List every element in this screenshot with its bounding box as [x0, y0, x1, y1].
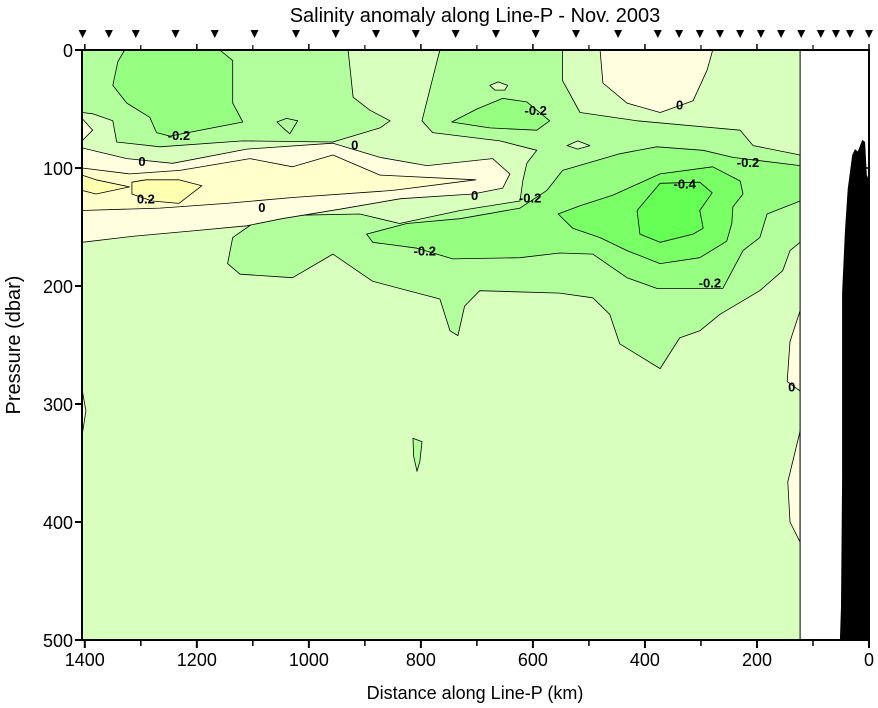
- station-marker-icon: [171, 30, 180, 38]
- x-axis-label: Distance along Line-P (km): [367, 683, 584, 703]
- station-marker-icon: [210, 30, 219, 38]
- contour-label: 0: [676, 97, 683, 112]
- contour-label: 0: [788, 379, 795, 394]
- station-marker-icon: [491, 30, 500, 38]
- bathymetry: [839, 139, 869, 640]
- station-marker-icon: [695, 30, 704, 38]
- station-marker-icon: [451, 30, 460, 38]
- station-marker-icon: [797, 30, 806, 38]
- y-tick-label: 0: [63, 41, 73, 61]
- station-marker-icon: [291, 30, 300, 38]
- contour-region-light-hole-top: [489, 81, 509, 91]
- chart-title: Salinity anomaly along Line-P - Nov. 200…: [290, 5, 661, 27]
- plot-area: -0.2 0 0.2 0 0 0 -0.2 -0.2 -0.2 0 -0.2 -0.4 -0.2 0: [81, 49, 869, 640]
- station-marker-icon: [104, 30, 113, 38]
- y-tick-label: 400: [43, 513, 73, 533]
- station-marker-icon: [653, 30, 662, 38]
- station-marker-icon: [736, 30, 745, 38]
- station-marker-icon: [411, 30, 420, 38]
- contour-label: -0.2: [168, 128, 190, 143]
- station-marker-icon: [716, 30, 725, 38]
- contour-region-light-hole-mid: [566, 140, 591, 150]
- y-tick-label: 200: [43, 277, 73, 297]
- y-axis-label: Pressure (dbar): [3, 276, 25, 415]
- contour-region-topleft-minus02: [112, 49, 244, 137]
- y-tick-label: 500: [43, 631, 73, 651]
- x-tick-label: 1200: [177, 650, 217, 670]
- contour-label: -0.2: [519, 191, 541, 206]
- station-marker-icon: [675, 30, 684, 38]
- contour-region-small-blob-deep: [412, 437, 423, 472]
- y-tick-label: 100: [43, 159, 73, 179]
- contour-label: -0.2: [525, 103, 547, 118]
- contour-label: 0: [351, 137, 358, 152]
- contour-label: -0.2: [699, 275, 721, 290]
- contour-label: -0.4: [674, 176, 697, 191]
- contour-region-blob-plus02-b: [131, 179, 203, 204]
- x-tick-label: 0: [864, 650, 874, 670]
- station-marker-icon: [865, 30, 873, 38]
- station-marker-icon: [614, 30, 623, 38]
- station-marker-icon: [816, 30, 825, 38]
- x-tick-label: 1400: [65, 650, 105, 670]
- axes: 1400 1200 1000 800 600 400 200 0 0 100 200 300 400 50…: [43, 30, 874, 670]
- x-tick-label: 1000: [289, 650, 329, 670]
- contour-label: -0.2: [414, 244, 436, 259]
- station-marker-icon: [831, 30, 840, 38]
- x-tick-label: 600: [518, 650, 548, 670]
- station-marker-icon: [777, 30, 786, 38]
- contour-region-small-blob-minus01: [276, 118, 299, 135]
- station-marker-icon: [131, 30, 140, 38]
- station-marker-icon: [250, 30, 259, 38]
- station-marker-icon: [845, 30, 854, 38]
- x-tick-label: 800: [406, 650, 436, 670]
- x-tick-label: 200: [742, 650, 772, 670]
- station-marker-icon: [372, 30, 381, 38]
- contour-region-core-minus04: [636, 181, 713, 243]
- station-marker-icon: [572, 30, 581, 38]
- contour-label: -0.2: [737, 155, 759, 170]
- contour-label: 0: [471, 188, 478, 203]
- y-tick-label: 300: [43, 395, 73, 415]
- contour-label: 0.2: [137, 192, 155, 207]
- contour-region-upper-minus02: [451, 98, 551, 131]
- contour-label: 0: [258, 200, 265, 215]
- station-marker-icon: [78, 30, 87, 38]
- station-marker-icon: [331, 30, 340, 38]
- x-tick-label: 400: [630, 650, 660, 670]
- station-marker-icon: [756, 30, 765, 38]
- contour-label: 0: [138, 154, 145, 169]
- plot-frame: [81, 49, 870, 641]
- station-marker-icon: [531, 30, 540, 38]
- contour-region-topright-plus00: [599, 49, 714, 113]
